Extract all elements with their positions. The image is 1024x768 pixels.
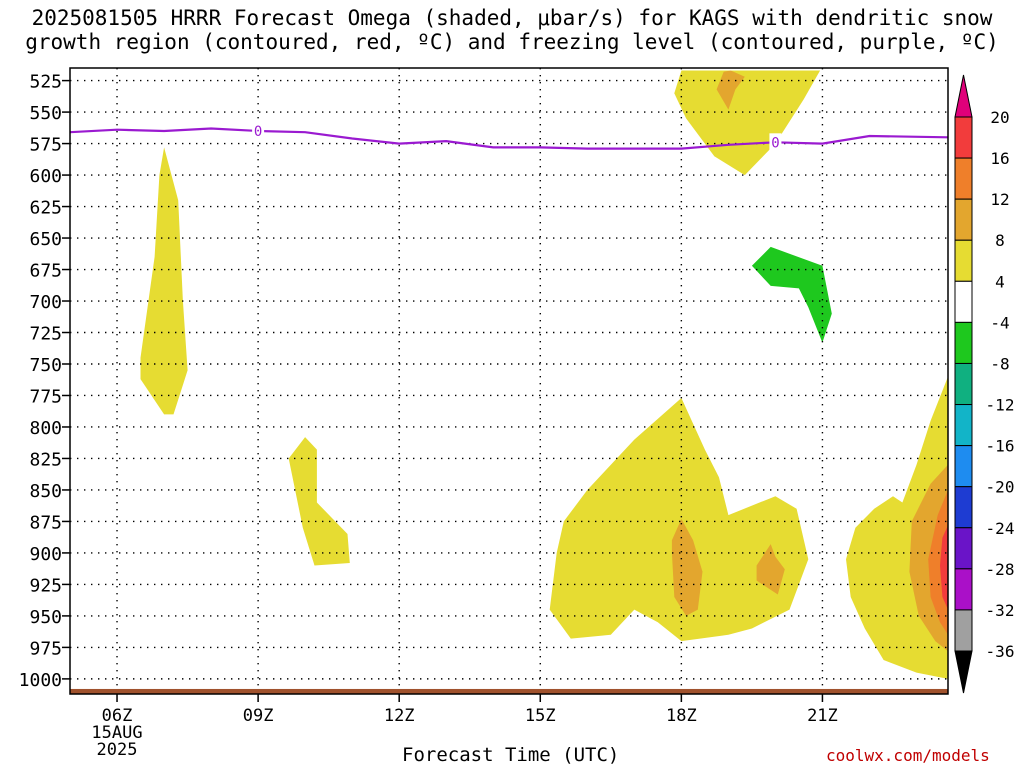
omega-region-4 [751, 246, 832, 343]
site-credit: coolwx.com/models [826, 746, 990, 765]
y-tick-label-575: 575 [29, 135, 62, 156]
colorbar-label-8: -16 [986, 437, 1015, 456]
freezing-level-layer: 00 [70, 121, 948, 152]
freezing-level-line [70, 127, 948, 150]
x-tick-label-12Z: 12Z [384, 706, 415, 726]
y-tick-label-625: 625 [29, 198, 62, 219]
grid-layer [70, 68, 948, 694]
y-tick-label-525: 525 [29, 72, 62, 93]
colorbar-band-4 [954, 239, 973, 282]
y-tick-label-600: 600 [29, 166, 62, 187]
colorbar-band-9 [954, 445, 973, 488]
y-tick-label-1000: 1000 [19, 670, 62, 691]
freezing-level-label-bg-1 [769, 133, 782, 152]
colorbar-label-3: 8 [995, 231, 1005, 250]
colorbar-bottom-arrow [954, 650, 973, 694]
y-tick-label-750: 750 [29, 355, 62, 376]
y-tick-label-975: 975 [29, 638, 62, 659]
y-tick-label-700: 700 [29, 292, 62, 313]
y-axis-ticks: 525 550 575 600 625 650 675 700 725 750 775 800 825 8… [19, 72, 70, 691]
plot-frame [69, 67, 949, 695]
colorbar-label-5: -4 [990, 313, 1009, 332]
x-tick-label-09Z: 09Z [243, 706, 274, 726]
x-tick-label-18Z: 18Z [666, 706, 697, 726]
freezing-level-label-1: 0 [771, 135, 779, 151]
y-tick-label-900: 900 [29, 544, 62, 565]
colorbar-top-arrow [954, 74, 973, 118]
colorbar-label-7: -12 [986, 396, 1015, 415]
colorbar-label-13: -36 [986, 642, 1015, 661]
colorbar-label-11: -28 [986, 560, 1015, 579]
colorbar-band-2 [954, 157, 973, 200]
plot-frame-layer [69, 67, 949, 695]
colorbar: 20 16 12 8 4 -4 -8 -12 -16 -20 -24 -28 -32 -36 [954, 74, 1015, 694]
colorbar-band-12 [954, 568, 973, 611]
colorbar-band-8 [954, 404, 973, 447]
colorbar-band-3 [954, 198, 973, 241]
colorbar-label-4: 4 [995, 272, 1005, 291]
colorbar-label-1: 16 [990, 149, 1009, 168]
omega-region-3 [716, 70, 745, 110]
x-tick-label-15Z: 15Z [525, 706, 556, 726]
omega-shading-layer [140, 70, 948, 679]
y-tick-label-550: 550 [29, 103, 62, 124]
chart-title-line-1: 2025081505 HRRR Forecast Omega (shaded, … [31, 6, 993, 30]
colorbar-band-6 [954, 321, 973, 364]
colorbar-band-13 [954, 609, 973, 652]
colorbar-band-10 [954, 486, 973, 529]
omega-region-5 [549, 398, 809, 642]
omega-region-1 [288, 437, 350, 566]
y-tick-label-775: 775 [29, 386, 62, 407]
y-tick-label-725: 725 [29, 324, 62, 345]
colorbar-label-2: 12 [990, 190, 1009, 209]
omega-region-7 [756, 544, 785, 595]
colorbar-label-10: -24 [986, 519, 1015, 538]
y-tick-label-925: 925 [29, 575, 62, 596]
omega-region-0 [140, 147, 188, 415]
colorbar-label-6: -8 [990, 354, 1009, 373]
omega-region-2 [674, 70, 821, 176]
omega-region-11 [940, 525, 948, 610]
x-tick-label-06Z: 06Z [102, 706, 133, 726]
colorbar-label-0: 20 [990, 108, 1009, 127]
x-axis-label: Forecast Time (UTC) [402, 744, 620, 766]
freezing-level-label-0: 0 [254, 124, 262, 140]
omega-region-6 [671, 518, 703, 616]
y-tick-label-825: 825 [29, 449, 62, 470]
surface-layer [70, 688, 948, 694]
y-tick-label-950: 950 [29, 607, 62, 628]
freezing-level-label-bg-0 [252, 121, 265, 140]
y-tick-label-650: 650 [29, 229, 62, 250]
colorbar-band-5 [954, 280, 973, 323]
colorbar-band-11 [954, 527, 973, 570]
x-tick-sublabel-0: 15AUG [91, 723, 142, 743]
colorbar-band-7 [954, 362, 973, 406]
colorbar-label-12: -32 [986, 601, 1015, 620]
y-tick-label-675: 675 [29, 261, 62, 282]
y-tick-label-850: 850 [29, 481, 62, 502]
chart-title: 2025081505 HRRR Forecast Omega (shaded, … [0, 6, 1024, 54]
y-tick-label-800: 800 [29, 418, 62, 439]
colorbar-band-1 [954, 116, 973, 159]
colorbar-label-9: -20 [986, 478, 1015, 497]
omega-region-10 [928, 490, 948, 635]
surface-ground [70, 688, 948, 694]
x-tick-label-21Z: 21Z [807, 706, 838, 726]
y-tick-label-875: 875 [29, 512, 62, 533]
x-tick-sublabel-1: 2025 [97, 740, 138, 760]
chart-title-line-2: growth region (contoured, red, ºC) and f… [25, 30, 999, 54]
